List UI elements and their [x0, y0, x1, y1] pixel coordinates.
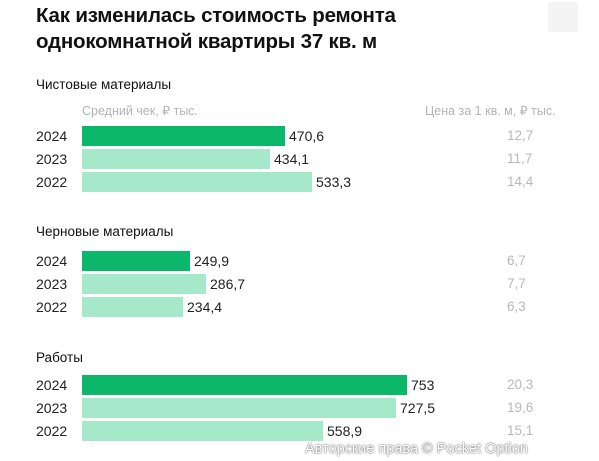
bar — [82, 149, 270, 169]
bar-row: 2023 727,5 19,6 — [0, 398, 599, 420]
year-label: 2024 — [36, 253, 68, 269]
chart-title: Как изменилась стоимость ремонта одноком… — [36, 4, 396, 53]
price-per-sqm-label: 7,7 — [507, 276, 526, 291]
bar-row: 2024 470,6 12,7 — [0, 126, 599, 148]
bar — [82, 297, 183, 317]
bar — [82, 172, 312, 192]
year-label: 2022 — [36, 423, 68, 439]
price-per-sqm-label: 20,3 — [507, 377, 534, 392]
bar-row: 2022 533,3 14,4 — [0, 172, 599, 194]
bar — [82, 421, 323, 441]
year-label: 2024 — [36, 377, 68, 393]
bar-row: 2022 558,9 15,1 — [0, 421, 599, 443]
bar — [82, 274, 206, 294]
year-label: 2023 — [36, 276, 68, 292]
bar-value-label: 753 — [411, 377, 435, 393]
bar — [82, 126, 285, 146]
section-title: Черновые материалы — [36, 224, 174, 239]
column-header-average-check: Средний чек, ₽ тыс. — [82, 104, 199, 118]
bar-value-label: 249,9 — [194, 253, 230, 269]
section-title: Работы — [36, 350, 83, 365]
section-title: Чистовые материалы — [36, 77, 172, 92]
bar-row: 2023 434,1 11,7 — [0, 149, 599, 171]
bar-value-label: 470,6 — [289, 128, 325, 144]
price-per-sqm-label: 11,7 — [507, 151, 533, 166]
price-per-sqm-label: 6,7 — [507, 253, 526, 268]
year-label: 2023 — [36, 151, 68, 167]
year-label: 2024 — [36, 128, 68, 144]
bar-value-label: 286,7 — [210, 276, 246, 292]
bar — [82, 398, 396, 418]
year-label: 2023 — [36, 400, 68, 416]
year-label: 2022 — [36, 299, 68, 315]
price-per-sqm-label: 14,4 — [507, 174, 534, 189]
price-per-sqm-label: 19,6 — [507, 400, 534, 415]
column-header-price-per-sqm: Цена за 1 кв. м, ₽ тыс. — [425, 104, 556, 118]
bar-row: 2024 249,9 6,7 — [0, 251, 599, 273]
year-label: 2022 — [36, 174, 68, 190]
price-per-sqm-label: 6,3 — [507, 299, 526, 314]
bar-value-label: 727,5 — [400, 400, 436, 416]
bar-value-label: 533,3 — [316, 174, 352, 190]
watermark: Авторские права © Pocket Option — [305, 441, 528, 457]
bar-value-label: 234,4 — [187, 299, 223, 315]
bar — [82, 251, 190, 271]
bar-value-label: 434,1 — [274, 151, 310, 167]
share-icon — [548, 2, 578, 32]
bar-row: 2022 234,4 6,3 — [0, 297, 599, 319]
bar-value-label: 558,9 — [327, 423, 363, 439]
price-per-sqm-label: 15,1 — [507, 423, 534, 438]
bar-row: 2024 753 20,3 — [0, 375, 599, 397]
bar-row: 2023 286,7 7,7 — [0, 274, 599, 296]
bar — [82, 375, 407, 395]
price-per-sqm-label: 12,7 — [507, 128, 534, 143]
